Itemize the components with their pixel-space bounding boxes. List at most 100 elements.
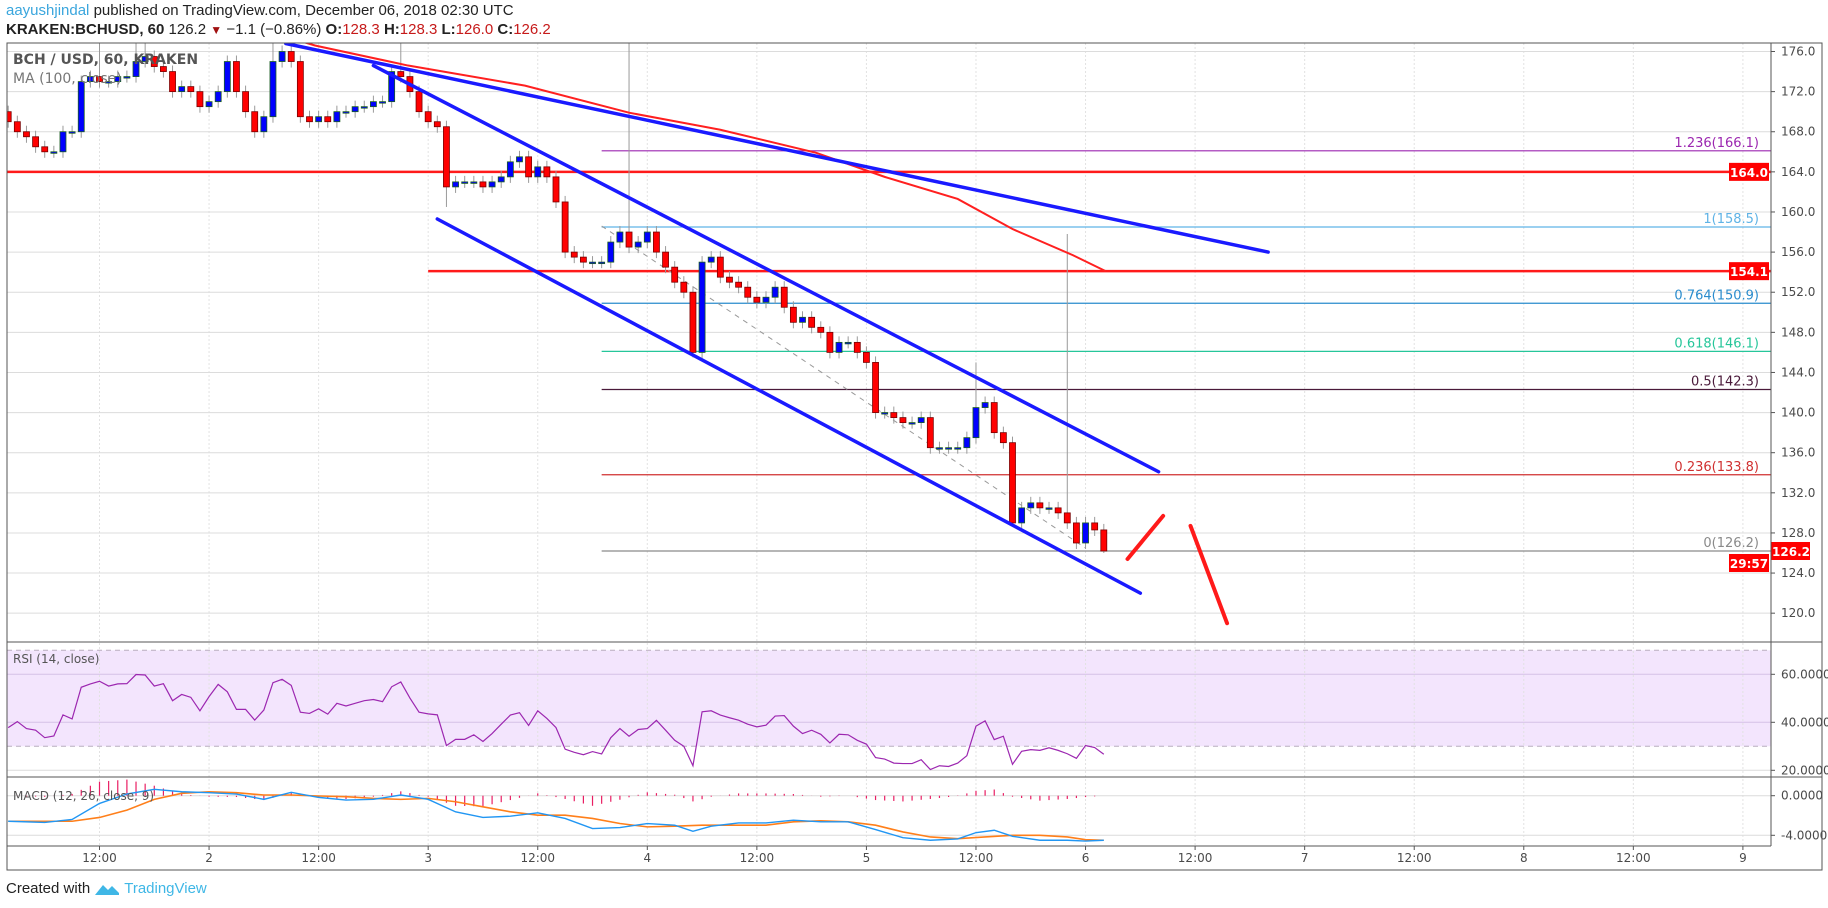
candle-down (424, 111, 432, 123)
candle-down (1063, 512, 1071, 524)
candle-up (141, 56, 149, 62)
x-tick-label: 9 (1739, 851, 1747, 865)
y-tick-label: 176.0 (1781, 45, 1815, 59)
fib-level-label: 0(126.2) (1703, 536, 1759, 551)
candle-up (59, 131, 67, 153)
tradingview-logo-icon (95, 884, 120, 895)
y-tick-label: 144.0 (1781, 365, 1815, 379)
x-tick-label: 12:00 (301, 851, 336, 865)
high-value: 128.3 (399, 21, 438, 38)
candle-up (598, 261, 606, 265)
candle-up (333, 111, 341, 123)
last-price-badge-text: 126.2 (1772, 545, 1810, 559)
y-tick-label: 172.0 (1781, 85, 1815, 99)
x-tick-label: 7 (1301, 851, 1309, 865)
y-tick-label: 152.0 (1781, 285, 1815, 299)
candle-down (324, 116, 332, 123)
candle-up (607, 241, 615, 263)
candle-up (643, 231, 651, 243)
candle-up (461, 181, 469, 184)
candle-up (86, 76, 94, 82)
candle-down (662, 251, 669, 268)
high-label: H: (383, 21, 400, 38)
candle-down (890, 412, 898, 418)
candle-up (114, 76, 122, 82)
candle-down (187, 86, 195, 93)
fib-level-label: 0.5(142.3) (1691, 375, 1759, 390)
candle-up (589, 261, 596, 265)
rsi-line (7, 673, 1105, 771)
candle-down (689, 291, 697, 353)
candle-up (360, 106, 368, 109)
ma100-line (303, 43, 1107, 273)
candle-down (1100, 529, 1108, 552)
candle-down (899, 417, 907, 424)
candle-down (817, 326, 825, 333)
candle-down (287, 51, 295, 62)
candle-up (534, 166, 542, 178)
low-value: 126.0 (455, 21, 494, 38)
candle-down (525, 156, 533, 178)
footer: Created with TradingView (6, 880, 207, 897)
fib-trend-dashed-line (601, 225, 1086, 549)
open-label: O: (325, 21, 343, 38)
price-level-badge (1729, 162, 1769, 181)
open-value: 128.3 (342, 21, 380, 38)
tradingview-link[interactable]: TradingView (124, 880, 207, 897)
candle-down (1073, 522, 1080, 544)
candle-down (716, 256, 724, 278)
channel-upper-line (371, 63, 1161, 474)
candle-down (479, 181, 487, 188)
rsi-tick-label: 20.0000 (1781, 763, 1828, 777)
candle-up (497, 176, 505, 183)
price-level-badge-text: 164.0 (1730, 166, 1768, 180)
x-tick-label: 12:00 (82, 851, 117, 865)
candle-down (680, 281, 688, 293)
macd-tick-label: -4.0000 (1781, 828, 1827, 842)
y-tick-label: 160.0 (1781, 205, 1815, 219)
created-with-text: Created with (6, 880, 91, 897)
candle-up (351, 106, 359, 113)
candle-down (433, 121, 441, 128)
forecast-stroke (1125, 513, 1166, 562)
candle-up (981, 402, 989, 408)
down-triangle-icon: ▼ (210, 23, 223, 37)
candle-up (881, 412, 889, 415)
chart-outer-frame (6, 42, 1823, 871)
candle-up (972, 407, 980, 439)
x-tick-label: 8 (1520, 851, 1528, 865)
candle-down (443, 126, 450, 188)
candle-up (470, 181, 478, 184)
price-change: −1.1 (−0.86%) (226, 21, 322, 38)
fib-level-label: 0.764(150.9) (1674, 288, 1759, 303)
candle-down (926, 417, 934, 449)
candle-up (844, 341, 852, 345)
candle-down (780, 286, 788, 308)
candle-down (169, 71, 176, 93)
price-level-badge (1729, 262, 1769, 281)
candle-down (744, 286, 752, 298)
candle-up (388, 71, 396, 103)
price-level-badge-text: 154.1 (1730, 265, 1768, 279)
y-tick-label: 132.0 (1781, 486, 1815, 500)
last-price-badge (1771, 541, 1810, 560)
candle-up (1045, 507, 1053, 510)
author-link[interactable]: aayushjindal (6, 2, 90, 19)
candle-up (835, 341, 843, 353)
y-tick-label: 140.0 (1781, 406, 1815, 420)
candle-down (415, 91, 423, 113)
candle-down (1009, 442, 1016, 524)
ma-legend: MA (100, close) (13, 71, 122, 87)
price-pane: 1.236(166.1) 1(158.5) 0.764(150.9) 0.618(14… (7, 43, 1771, 626)
candle-down (625, 231, 633, 248)
candle-up (379, 101, 386, 104)
candle-up (278, 51, 286, 62)
resistance-trendline (284, 43, 1270, 254)
candle-down (653, 231, 660, 253)
close-label: C: (497, 21, 514, 38)
x-tick-label: 5 (863, 851, 871, 865)
candle-down (1091, 522, 1099, 531)
y-tick-label: 124.0 (1781, 566, 1815, 580)
y-tick-label: 148.0 (1781, 325, 1815, 339)
